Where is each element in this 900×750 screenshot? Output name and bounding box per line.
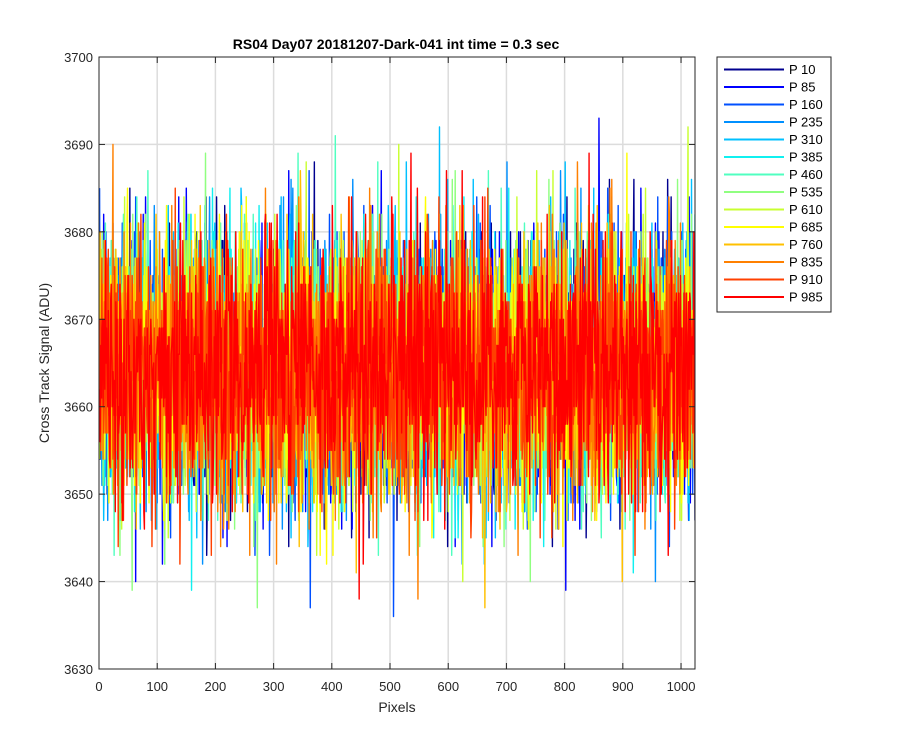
legend-label: P 460 (789, 167, 823, 182)
x-tick-label: 600 (437, 679, 459, 694)
series-line-p985 (99, 152, 695, 600)
legend-label: P 310 (789, 132, 823, 147)
legend-label: P 535 (789, 185, 823, 200)
x-tick-label: 900 (612, 679, 634, 694)
axis-ticks (98, 56, 695, 670)
legend-box (716, 56, 832, 313)
legend-label: P 10 (789, 62, 816, 77)
legend-label: P 835 (789, 255, 823, 270)
x-axis-tick-labels: 0 100 200 300 400 500 600 700 800 900 1000 (95, 679, 695, 694)
x-tick-label: 100 (146, 679, 168, 694)
legend: P 10 P 85 P 160 P 235 P 310 P 385 P 460 P 535 P … (716, 56, 832, 313)
series-group (99, 117, 695, 618)
y-tick-label: 3660 (64, 400, 93, 415)
legend-label: P 760 (789, 237, 823, 252)
x-tick-label: 500 (379, 679, 401, 694)
x-tick-label: 1000 (667, 679, 696, 694)
legend-label: P 685 (789, 220, 823, 235)
x-tick-label: 800 (554, 679, 576, 694)
y-tick-label: 3630 (64, 662, 93, 677)
y-tick-label: 3690 (64, 137, 93, 152)
legend-label: P 610 (789, 202, 823, 217)
legend-label: P 985 (789, 290, 823, 305)
plot-area (98, 56, 696, 670)
legend-label: P 85 (789, 80, 816, 95)
x-tick-label: 700 (496, 679, 518, 694)
plot-frame (98, 56, 696, 670)
y-tick-label: 3670 (64, 312, 93, 327)
x-tick-label: 0 (95, 679, 102, 694)
x-tick-label: 300 (263, 679, 285, 694)
legend-label: P 910 (789, 272, 823, 287)
legend-label: P 160 (789, 97, 823, 112)
y-tick-label: 3650 (64, 487, 93, 502)
legend-label: P 385 (789, 150, 823, 165)
legend-label: P 235 (789, 115, 823, 130)
x-tick-label: 200 (205, 679, 227, 694)
y-tick-label: 3640 (64, 575, 93, 590)
y-axis-label: Cross Track Signal (ADU) (36, 283, 52, 443)
x-axis-label: Pixels (378, 699, 415, 715)
y-axis-tick-labels: 3630 3640 3650 3660 3670 3680 3690 3700 (64, 50, 93, 677)
y-tick-label: 3700 (64, 50, 93, 65)
chart-title: RS04 Day07 20181207-Dark-041 int time = … (233, 36, 560, 52)
y-tick-label: 3680 (64, 225, 93, 240)
x-tick-label: 400 (321, 679, 343, 694)
